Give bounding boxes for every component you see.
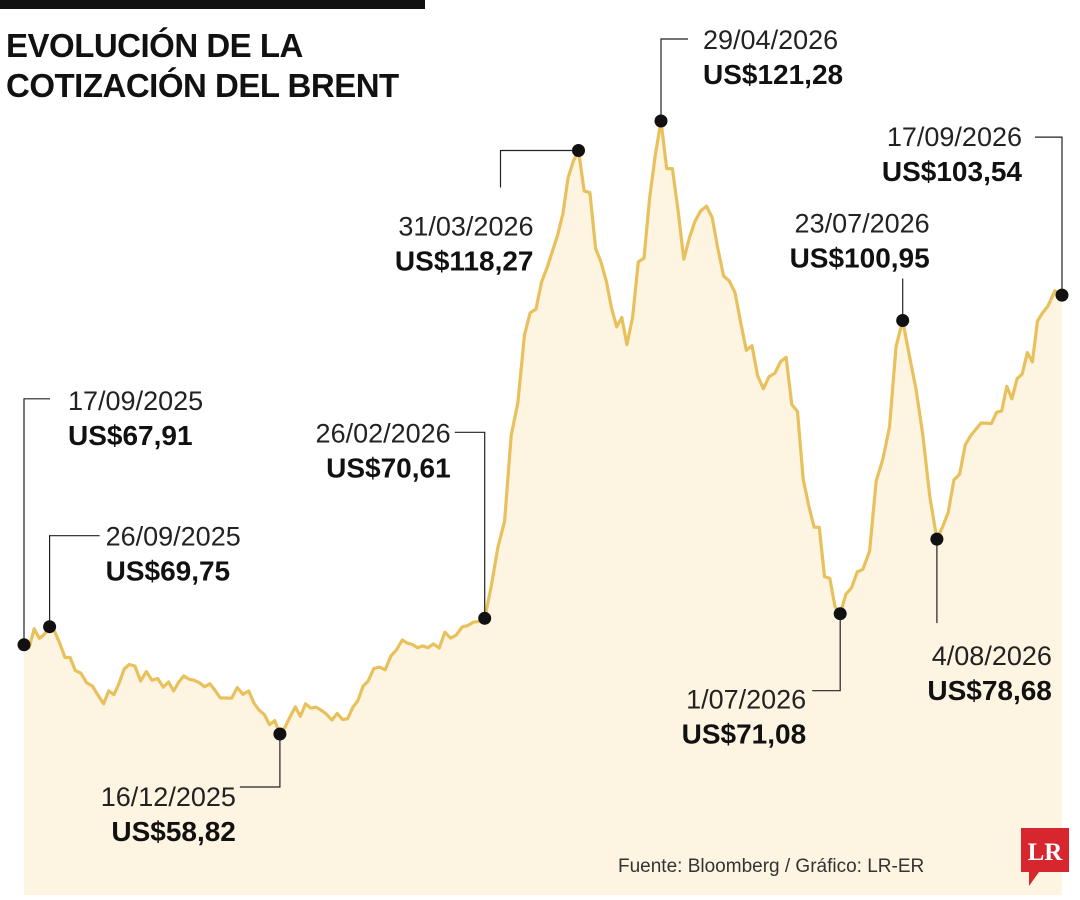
- chart-title: EVOLUCIÓN DE LA COTIZACIÓN DEL BRENT: [6, 26, 399, 106]
- annotation-value: US$71,08: [682, 719, 807, 750]
- chart-title-line-2: COTIZACIÓN DEL BRENT: [6, 67, 399, 104]
- annotation-date: 4/08/2026: [932, 641, 1052, 671]
- leader-line: [812, 613, 841, 692]
- leader-lines: [23, 38, 1063, 788]
- annotation-date: 17/09/2025: [68, 386, 203, 416]
- source-credit: Fuente: Bloomberg / Gráfico: LR-ER: [618, 856, 925, 877]
- leader-line: [239, 734, 281, 788]
- annotation-marker: [896, 314, 910, 327]
- annotation-marker: [43, 620, 57, 634]
- annotation-marker: [572, 144, 585, 157]
- leader-line: [660, 38, 688, 121]
- annotation-value: US$100,95: [790, 243, 930, 274]
- annotation-value: US$121,28: [703, 59, 843, 90]
- annotation-marker: [478, 611, 492, 625]
- leader-line: [1035, 136, 1063, 296]
- price-area: [24, 121, 1062, 895]
- lr-logo-badge: [1021, 828, 1069, 886]
- annotation-value: US$78,68: [927, 675, 1052, 706]
- top-rule: [0, 0, 425, 9]
- leader-line: [23, 398, 50, 645]
- annotation-value: US$69,75: [106, 556, 231, 587]
- lr-logo: LR: [1021, 828, 1069, 886]
- leader-line: [499, 149, 579, 188]
- annotation-value: US$118,27: [395, 246, 534, 277]
- annotation-date: 31/03/2026: [398, 212, 533, 242]
- leader-line: [454, 431, 486, 619]
- chart-title-line-1: EVOLUCIÓN DE LA: [6, 27, 303, 64]
- annotation-labels: 17/09/2025 US$67,91 26/09/2025 US$69,75 16/1…: [68, 25, 1052, 847]
- annotation-marker: [1055, 288, 1069, 302]
- annotation-marker: [833, 607, 847, 621]
- area-layer: [24, 121, 1062, 895]
- annotation-value: US$67,91: [68, 420, 193, 451]
- annotation-date: 23/07/2026: [795, 209, 930, 239]
- annotation-date: 29/04/2026: [703, 25, 838, 55]
- annotation-marker: [930, 532, 944, 546]
- line-layer: [23, 119, 1063, 736]
- annotation-value: US$70,61: [326, 452, 451, 483]
- annotation-date: 1/07/2026: [686, 685, 806, 715]
- annotation-date: 26/02/2026: [316, 418, 451, 448]
- annotation-date: 26/09/2025: [106, 522, 241, 552]
- annotation-marker: [654, 114, 668, 128]
- lr-logo-text: LR: [1028, 839, 1064, 866]
- annotation-date: 17/09/2026: [887, 122, 1022, 152]
- annotation-marker: [273, 727, 287, 741]
- annotation-marker: [17, 638, 31, 652]
- markers: [17, 114, 1069, 741]
- annotation-value: US$103,54: [882, 156, 1023, 187]
- price-line: [23, 119, 1063, 736]
- annotation-value: US$58,82: [111, 816, 236, 847]
- annotation-date: 16/12/2025: [101, 782, 236, 812]
- leader-line: [48, 535, 100, 627]
